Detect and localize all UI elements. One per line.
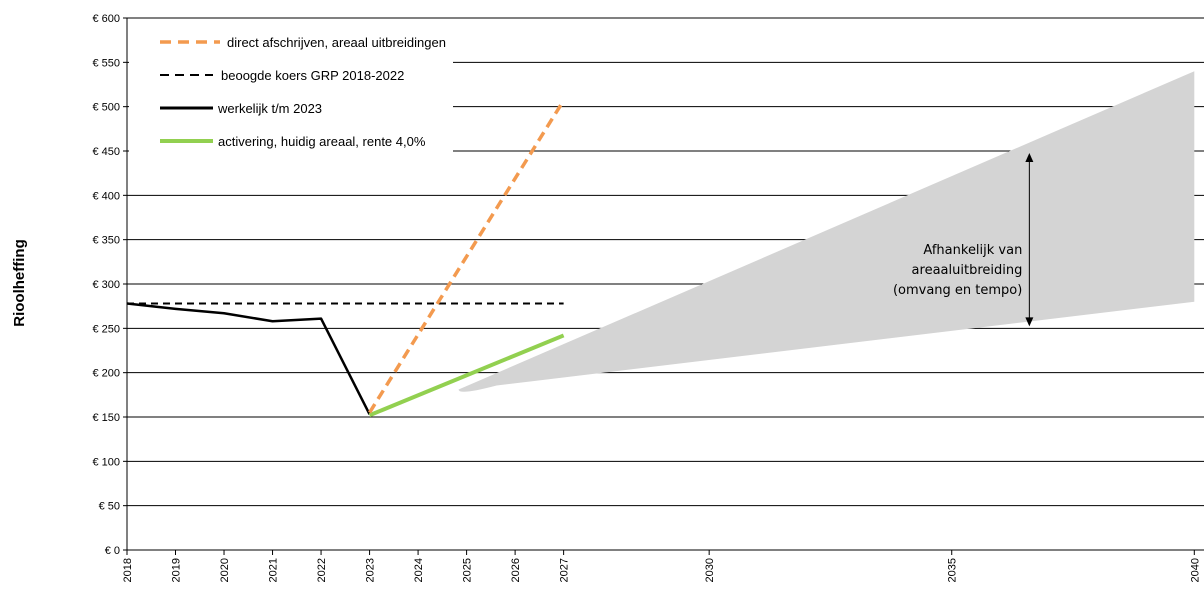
y-tick-label: € 150 <box>92 412 120 424</box>
annotation-arrow-head-down <box>1025 317 1034 327</box>
legend-label-3: activering, huidig areaal, rente 4,0% <box>218 134 426 149</box>
y-tick-label: € 100 <box>92 456 120 468</box>
y-tick-label: € 450 <box>92 146 120 158</box>
y-tick-label: € 500 <box>92 102 120 114</box>
x-tick-labels: 2018 2019 2020 2021 2022 2023 2024 2025 2026 2027… <box>122 558 1201 582</box>
annotation-arrow-head-up <box>1025 153 1034 162</box>
series-line-2 <box>126 302 371 415</box>
x-tick-label: 2020 <box>219 558 231 582</box>
series-line-0 <box>368 99 566 414</box>
series-line-3 <box>368 333 565 418</box>
legend-label-0: direct afschrijven, areaal uitbreidingen <box>227 35 446 50</box>
legend: direct afschrijven, areaal uitbreidingen… <box>129 19 453 153</box>
x-tick-label: 2030 <box>704 558 716 582</box>
y-tick-label: € 200 <box>92 368 120 380</box>
x-tick-label: 2021 <box>268 558 280 582</box>
x-tick-label: 2026 <box>510 558 522 582</box>
band-annotation: Afhankelijk van areaaluitbreiding (omvang … <box>893 153 1034 327</box>
x-tick-label: 2025 <box>462 558 474 582</box>
series-lines <box>126 99 566 418</box>
annotation-line-1: areaaluitbreiding <box>912 263 1023 278</box>
y-tick-label: € 0 <box>105 545 120 557</box>
x-tick-label: 2040 <box>1189 558 1201 582</box>
axes <box>123 17 1204 555</box>
uncertainty-band-area <box>458 71 1195 392</box>
annotation-line-2: (omvang en tempo) <box>893 283 1022 298</box>
annotation-line-0: Afhankelijk van <box>923 243 1022 258</box>
x-tick-label: 2035 <box>947 558 959 582</box>
y-tick-labels: € 0 € 50 € 100 € 150 € 200 € 250 € 300 € 350 € 4… <box>92 13 120 557</box>
uncertainty-band <box>458 71 1195 392</box>
legend-label-1: beoogde koers GRP 2018-2022 <box>221 68 404 83</box>
y-tick-label: € 550 <box>92 57 120 69</box>
x-tick-label: 2024 <box>413 558 425 582</box>
x-tick-label: 2027 <box>559 558 571 582</box>
x-tick-label: 2019 <box>171 558 183 582</box>
y-tick-label: € 400 <box>92 190 120 202</box>
y-tick-label: € 350 <box>92 235 120 247</box>
x-tick-label: 2018 <box>122 558 134 582</box>
y-axis-title: Rioolheffing <box>11 239 28 326</box>
legend-label-2: werkelijk t/m 2023 <box>217 101 322 116</box>
y-tick-label: € 250 <box>92 323 120 335</box>
y-tick-label: € 50 <box>99 501 120 513</box>
x-tick-label: 2023 <box>365 558 377 582</box>
x-tick-label: 2022 <box>316 558 328 582</box>
y-tick-label: € 600 <box>92 13 120 25</box>
y-tick-label: € 300 <box>92 279 120 291</box>
